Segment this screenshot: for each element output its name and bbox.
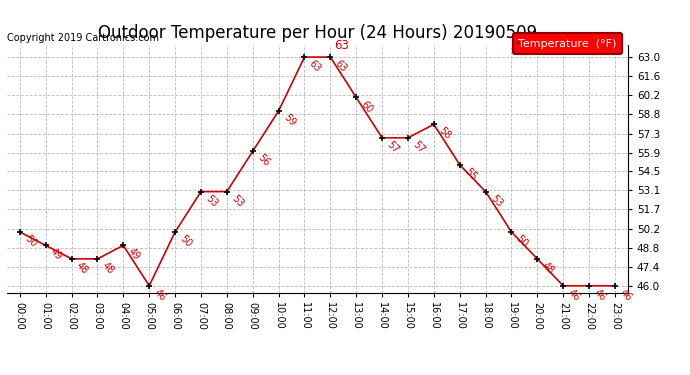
Text: 50: 50	[23, 233, 39, 249]
Text: 63: 63	[307, 58, 323, 74]
Legend: Temperature  (°F): Temperature (°F)	[513, 33, 622, 54]
Text: Copyright 2019 Cartronics.com: Copyright 2019 Cartronics.com	[7, 33, 159, 42]
Text: 59: 59	[282, 112, 297, 128]
Text: 63: 63	[333, 58, 349, 74]
Text: 50: 50	[514, 233, 530, 249]
Text: 57: 57	[411, 139, 426, 155]
Text: 46: 46	[592, 287, 608, 303]
Text: 48: 48	[75, 260, 90, 276]
Text: 53: 53	[489, 193, 504, 209]
Text: 46: 46	[618, 287, 633, 303]
Text: 46: 46	[566, 287, 582, 303]
Text: 57: 57	[385, 139, 401, 155]
Text: 46: 46	[152, 287, 168, 303]
Text: 49: 49	[126, 247, 142, 262]
Text: 55: 55	[462, 166, 478, 182]
Text: 48: 48	[540, 260, 556, 276]
Text: 60: 60	[359, 99, 375, 115]
Text: 53: 53	[204, 193, 219, 209]
Title: Outdoor Temperature per Hour (24 Hours) 20190509: Outdoor Temperature per Hour (24 Hours) …	[98, 24, 537, 42]
Text: 50: 50	[178, 233, 194, 249]
Text: 63: 63	[334, 39, 349, 51]
Text: 48: 48	[100, 260, 116, 276]
Text: 58: 58	[437, 126, 453, 142]
Text: 56: 56	[255, 153, 271, 168]
Text: 53: 53	[230, 193, 246, 209]
Text: 49: 49	[48, 247, 64, 262]
